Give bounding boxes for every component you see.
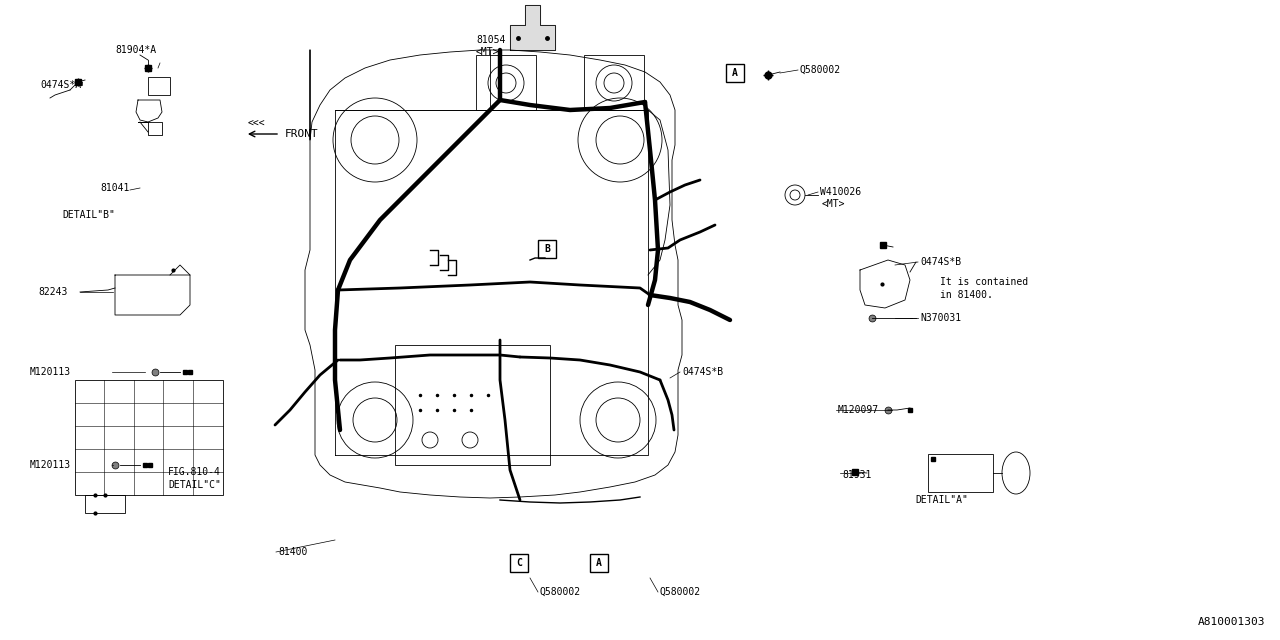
Text: A: A [596, 558, 602, 568]
Text: DETAIL"C": DETAIL"C" [168, 480, 221, 490]
Text: M120097: M120097 [838, 405, 879, 415]
Text: A: A [732, 68, 739, 78]
Text: W410026: W410026 [820, 187, 861, 197]
Polygon shape [509, 5, 556, 50]
Text: 81931: 81931 [842, 470, 872, 480]
Text: 81041: 81041 [100, 183, 129, 193]
Text: 81400: 81400 [278, 547, 307, 557]
Text: 0474S*A: 0474S*A [40, 80, 81, 90]
Bar [590, 554, 608, 572]
Text: B: B [544, 244, 550, 254]
Text: 82243: 82243 [38, 287, 68, 297]
Text: Q580002: Q580002 [800, 65, 841, 75]
Bar [509, 554, 529, 572]
Text: M120113: M120113 [29, 367, 72, 377]
Bar [396, 345, 550, 465]
Text: <<<: <<< [248, 119, 266, 129]
Bar [76, 380, 223, 495]
Text: in 81400.: in 81400. [940, 290, 993, 300]
Text: 0474S*B: 0474S*B [682, 367, 723, 377]
Text: FRONT: FRONT [285, 129, 319, 139]
Bar [476, 55, 536, 110]
Bar [84, 495, 125, 513]
Bar [538, 240, 556, 258]
Text: 0474S*B: 0474S*B [920, 257, 961, 267]
Text: C: C [516, 558, 522, 568]
Text: N370031: N370031 [920, 313, 961, 323]
Text: DETAIL"A": DETAIL"A" [915, 495, 968, 505]
Text: FIG.810-4: FIG.810-4 [168, 467, 221, 477]
Text: A810001303: A810001303 [1198, 617, 1265, 627]
Text: It is contained: It is contained [940, 277, 1028, 287]
Text: 81054: 81054 [476, 35, 506, 45]
Bar [928, 454, 993, 492]
Text: <MT>: <MT> [476, 47, 499, 57]
Text: <MT>: <MT> [822, 199, 846, 209]
Text: Q580002: Q580002 [660, 587, 701, 597]
Text: DETAIL"B": DETAIL"B" [61, 210, 115, 220]
Bar [726, 64, 744, 82]
Bar [148, 77, 170, 95]
Text: M120113: M120113 [29, 460, 72, 470]
Bar [584, 55, 644, 110]
Text: 81904*A: 81904*A [115, 45, 156, 55]
Text: Q580002: Q580002 [540, 587, 581, 597]
